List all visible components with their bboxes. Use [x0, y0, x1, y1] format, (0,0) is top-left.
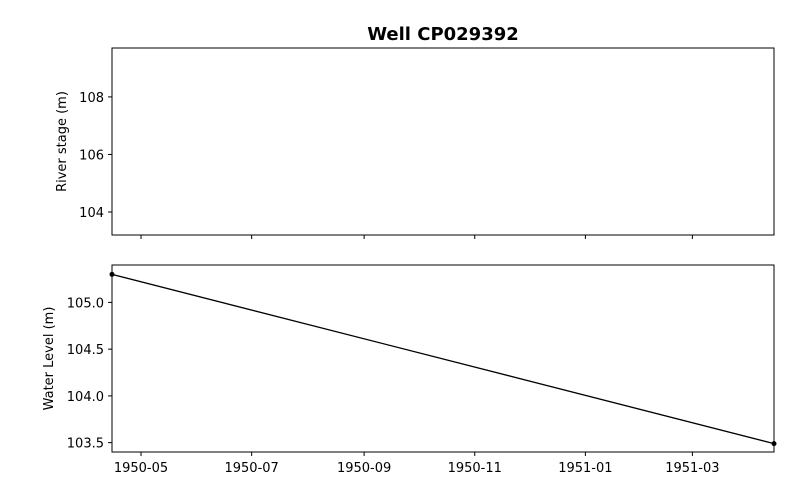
- river-stage-ytick-label: 104: [79, 206, 104, 221]
- water-level-panel: 103.5 104.0 104.5 105.0 1950-05 1950-07 1950-0…: [42, 264, 777, 476]
- river-stage-ylabel: River stage (m): [55, 91, 70, 192]
- water-level-ytick-label: 103.5: [67, 437, 104, 452]
- water-level-axes-frame: [111, 264, 775, 453]
- water-level-xtick-label: 1950-05: [114, 461, 168, 476]
- chart-title: Well CP029392: [367, 24, 519, 45]
- water-level-xtick-label: 1950-09: [337, 461, 391, 476]
- water-level-ytick-label: 104.0: [67, 390, 104, 405]
- water-level-data-point: [109, 271, 115, 277]
- river-stage-ytick-label: 108: [79, 91, 104, 106]
- water-level-series-line: [111, 273, 775, 445]
- river-stage-axes-frame: [111, 47, 775, 236]
- water-level-xtick-label: 1950-11: [448, 461, 502, 476]
- river-stage-panel: 104 106 108 River stage (m): [55, 47, 775, 239]
- water-level-ytick-label: 104.5: [67, 343, 104, 358]
- water-level-ytick-label: 105.0: [67, 296, 104, 311]
- water-level-xtick-label: 1951-01: [558, 461, 612, 476]
- water-level-xtick-label: 1951-03: [665, 461, 719, 476]
- water-level-data-point: [771, 441, 777, 447]
- water-level-xtick-label: 1950-07: [224, 461, 278, 476]
- river-stage-ytick-label: 106: [79, 148, 104, 163]
- water-level-ylabel: Water Level (m): [42, 307, 57, 411]
